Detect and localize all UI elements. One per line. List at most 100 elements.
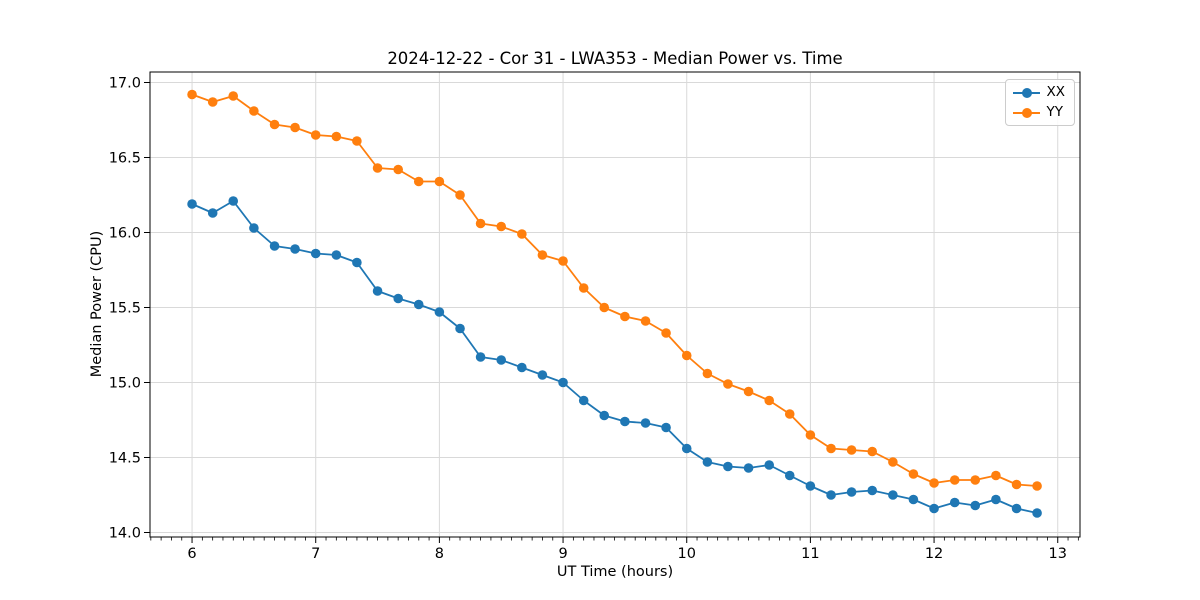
series-xx-point [661,422,671,433]
series-xx-point [331,250,342,260]
legend-label-xx: XX [1046,84,1066,100]
x-tick-label: 12 [925,546,943,562]
y-tick-label: 16.5 [109,151,141,167]
series-xx-point [393,293,404,304]
series-xx-point [249,223,259,233]
series-yy-point [537,250,548,260]
series-yy-point [496,221,507,232]
series-yy-point [310,130,321,140]
series-xx-point [620,416,630,427]
series-xx-point [537,370,548,380]
series-xx-point [846,487,857,497]
series-yy-point [207,97,218,107]
series-yy-point [187,89,197,100]
series-yy-point [970,475,981,485]
x-tick-label: 13 [1049,546,1067,562]
series-yy-point [743,386,754,397]
axes-frame [149,71,1081,538]
legend-dot-yy [1021,107,1032,118]
series-xx-point [681,443,692,454]
series-yy-point [517,229,527,239]
series-xx-point [228,196,239,206]
series-yy-point [599,302,610,313]
series-xx-point [455,323,465,334]
series-yy-point [455,190,465,200]
series-xx-point [929,503,939,514]
legend-swatch-xx-icon [1012,87,1040,98]
series-xx-point [723,461,733,472]
series-xx-point [764,460,775,470]
series-yy-point [826,443,836,454]
series-yy-point [249,106,259,116]
x-axis-label: UT Time (hours) [556,564,674,580]
y-tick-label: 14.5 [109,451,141,467]
series-xx-point [517,362,527,373]
series-yy-point [413,176,424,187]
chart-title: 2024-12-22 - Cor 31 - LWA353 - Median Po… [387,49,843,68]
series-xx-point [949,497,960,508]
series-yy-point [908,469,919,479]
series-yy-point [784,409,795,419]
series-yy-point [331,131,342,142]
series-yy-point [764,395,775,406]
series-yy-point [393,164,404,175]
series-xx-point [207,208,218,218]
series-yy-point [352,136,362,146]
series-xx-point [352,257,362,268]
series-yy-point [434,176,445,187]
series-yy-point [640,316,651,326]
x-tick-label: 11 [801,546,819,562]
series-xx-point [413,299,424,310]
series-yy-point [846,445,857,455]
y-tick-label: 14.0 [109,526,141,542]
series-xx-point [434,307,445,317]
y-tick-label: 15.5 [109,301,141,317]
series-xx-point [888,490,898,500]
x-tick-label: 9 [558,546,567,562]
series-xx-point [908,494,919,505]
x-tick-label: 10 [678,546,696,562]
series-yy-point [475,218,486,229]
series-yy-line [191,93,1038,487]
series-xx-point [702,457,713,467]
y-tick-label: 15.0 [109,376,141,392]
series-xx-point [475,352,486,362]
series-xx-point [743,463,754,473]
series-yy-point [269,119,280,130]
series-xx-point [290,244,300,254]
series-yy-point [1011,479,1022,490]
series-xx-point [578,395,589,406]
series-yy-point [867,446,878,457]
series-yy-point [558,256,568,266]
series-yy-point [578,283,589,293]
series-yy-point [991,470,1001,481]
legend-label-yy: YY [1046,104,1064,120]
y-tick-label: 16.0 [109,226,141,242]
series-xx-point [826,490,836,500]
series-xx-point [496,355,507,365]
series-yy-point [929,478,939,488]
series-yy-point [620,311,630,322]
series-xx-point [784,470,795,481]
series-xx-point [805,481,816,491]
series-xx-point [310,248,321,259]
series-xx-point [558,377,568,388]
x-tick-label: 7 [311,546,320,562]
series-yy-point [1032,481,1042,491]
series-yy-point [702,368,713,379]
series-yy-point [949,475,960,485]
legend: XX YY [1004,79,1075,126]
legend-item-xx: XX [1012,84,1066,101]
series-xx-point [991,494,1001,505]
series-xx-line [191,200,1038,514]
series-yy-point [661,328,671,338]
x-tick-label: 6 [187,546,196,562]
y-axis-label: Median Power (CPU) [89,230,105,378]
legend-dot-xx [1021,87,1032,98]
legend-swatch-yy-icon [1012,107,1040,118]
x-tick-label: 8 [435,546,444,562]
series-xx-point [269,241,280,251]
series-yy-point [290,122,300,133]
